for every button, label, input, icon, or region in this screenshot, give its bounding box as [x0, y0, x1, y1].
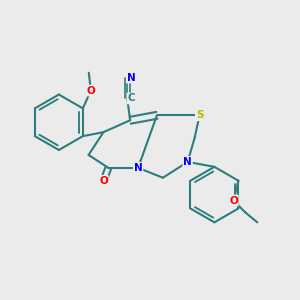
- Text: O: O: [86, 85, 95, 96]
- Text: C: C: [128, 94, 135, 103]
- Text: N: N: [127, 73, 136, 83]
- Text: N: N: [183, 157, 192, 167]
- Text: S: S: [196, 110, 203, 120]
- Text: N: N: [134, 163, 142, 173]
- Text: O: O: [229, 196, 238, 206]
- Text: O: O: [99, 176, 108, 186]
